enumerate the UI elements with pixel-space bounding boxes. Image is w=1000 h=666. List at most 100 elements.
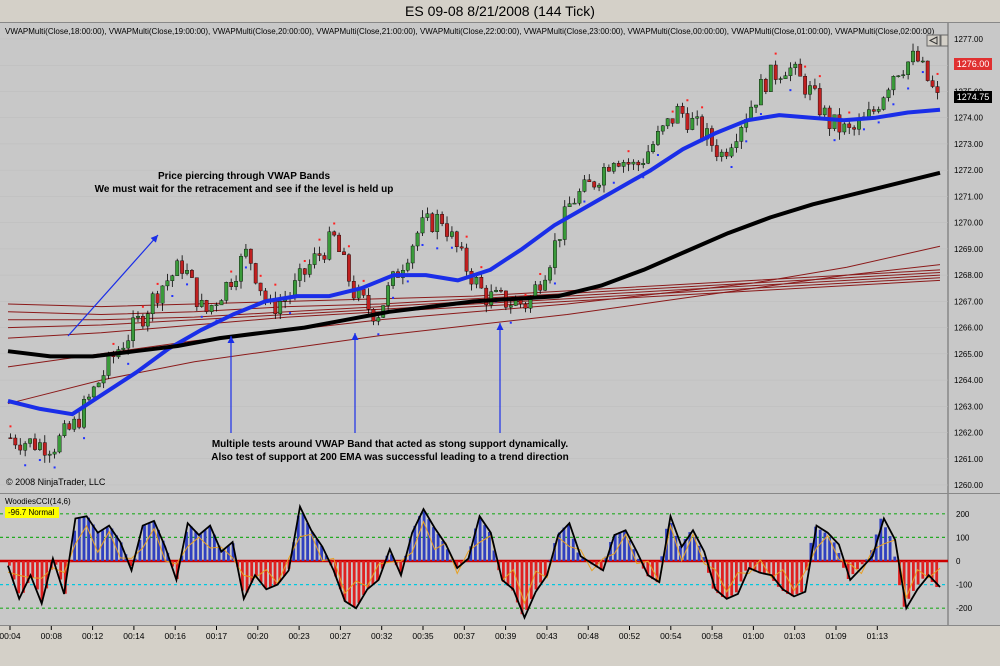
down-candle [852,128,855,130]
price-tick-label: 1267.00 [954,297,983,306]
scroll-end-button[interactable] [941,35,948,46]
support-dot [907,87,909,89]
resistance-dot [686,99,688,101]
support-dot [789,89,791,91]
up-candle [548,268,551,281]
support-dot [878,121,880,123]
up-candle [794,64,797,68]
cci-bar-negative [740,561,743,582]
cci-bar-positive [889,536,892,561]
up-candle [411,246,414,263]
support-dot [201,316,203,318]
resistance-dot [348,245,350,247]
down-candle [848,124,851,128]
cci-bar-negative [535,561,538,590]
up-candle [210,305,213,311]
up-candle [239,256,242,281]
down-candle [68,424,71,430]
down-candle [9,438,12,439]
up-candle [102,376,105,384]
up-candle [386,286,389,306]
up-candle [897,76,900,77]
price-tick-label: 1270.00 [954,219,983,228]
cci-bar-negative [362,561,365,595]
price-chart-panel[interactable]: 1277.001276.001275.001274.001273.001272.… [0,22,1000,493]
down-candle [333,232,336,235]
up-candle [136,316,139,317]
support-dot [392,297,394,299]
up-candle [406,263,409,270]
time-tick-label: 00:52 [619,631,641,641]
up-candle [53,452,56,454]
up-candle [759,79,762,105]
down-candle [77,419,80,427]
cci-bar-positive [148,523,151,561]
price-tick-label: 1269.00 [954,245,983,254]
cci-bar-positive [204,530,207,561]
cci-bar-positive [97,531,100,561]
cci-bar-positive [483,525,486,561]
up-candle [857,120,860,129]
up-candle [450,232,453,237]
cci-bar-positive [423,511,426,561]
cci-bar-positive [83,517,86,561]
down-candle [593,182,596,187]
up-candle [558,239,561,240]
time-tick-label: 00:39 [495,631,517,641]
annotation-bottom-line1: Multiple tests around VWAP Band that act… [212,439,569,450]
resistance-dot [937,73,939,75]
cci-bar-positive [306,523,309,561]
support-dot [54,466,56,468]
up-candle [416,233,419,246]
up-candle [730,148,733,156]
up-candle [563,207,566,240]
chart-scroll-buttons[interactable] [927,35,948,46]
up-candle [308,265,311,275]
support-dot [245,266,247,268]
support-dot [451,247,453,249]
up-candle [151,294,154,314]
price-tick-label: 1263.00 [954,402,983,411]
down-candle [725,152,728,156]
support-dot [289,312,291,314]
cci-tick-label: -200 [956,604,973,613]
down-candle [671,119,674,124]
up-candle [97,383,100,387]
price-tick-label: 1260.00 [954,481,983,490]
up-candle [632,162,635,164]
cci-bar-negative [348,561,351,604]
annotation-top-line2: We must wait for the retracement and see… [95,184,394,195]
down-candle [700,117,703,139]
cci-bar-negative [539,561,542,583]
resistance-dot [304,260,306,262]
support-dot [39,459,41,461]
resistance-dot [701,106,703,108]
support-dot [554,282,556,284]
up-candle [843,124,846,132]
support-dot [731,166,733,168]
down-candle [627,162,630,164]
up-candle [494,290,497,291]
up-candle [612,163,615,171]
price-tick-label: 1268.00 [954,271,983,280]
up-candle [877,109,880,111]
price-chart[interactable]: 1277.001276.001275.001274.001273.001272.… [0,23,1000,493]
down-candle [926,61,929,81]
resistance-dot [157,283,159,285]
resistance-dot [333,222,335,224]
down-candle [249,249,252,263]
up-candle [921,61,924,62]
down-candle [205,300,208,311]
down-candle [480,277,483,288]
window-title: ES 09-08 8/21/2008 (144 Tick) [0,0,1000,22]
down-candle [318,254,321,256]
down-candle [465,248,468,271]
resistance-dot [628,150,630,152]
cci-bar-positive [563,528,566,561]
resistance-dot [672,111,674,113]
up-candle [38,443,41,450]
down-candle [617,163,620,166]
cci-bar-positive [111,529,114,562]
